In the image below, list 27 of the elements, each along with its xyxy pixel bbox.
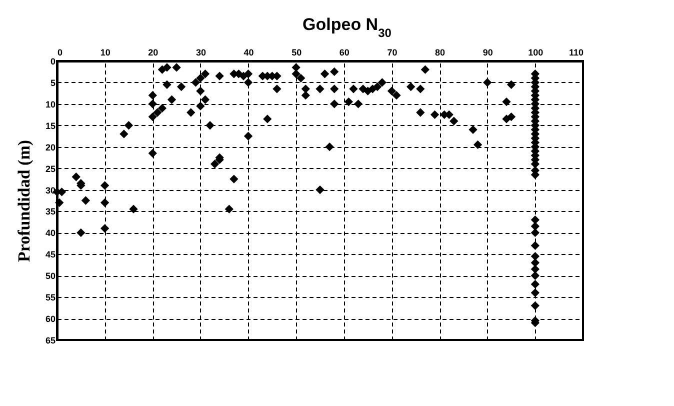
y-tick-label: 20 xyxy=(45,142,56,152)
y-tick-label: 35 xyxy=(45,206,56,217)
x-tick-label: 10 xyxy=(100,48,110,58)
x-tick-label: 50 xyxy=(292,48,302,58)
y-tick-label: 65 xyxy=(45,336,56,346)
chart-title: Golpeo N$_{30}$ xyxy=(302,15,392,40)
y-tick-label: 10 xyxy=(45,99,56,110)
y-tick-label: 15 xyxy=(45,120,56,131)
x-tick-label: 60 xyxy=(339,48,350,58)
x-tick-label: 40 xyxy=(244,48,254,58)
y-tick-label: 55 xyxy=(45,292,56,303)
y-tick-label: 5 xyxy=(50,78,56,88)
x-tick-label: 0 xyxy=(58,48,63,58)
x-tick-label: 100 xyxy=(528,48,544,58)
y-axis-title: Profundidad (m) xyxy=(14,140,34,262)
x-tick-label: 110 xyxy=(568,48,584,58)
x-tick-label: 90 xyxy=(482,48,493,58)
x-tick-label: 30 xyxy=(196,48,206,58)
y-tick-label: 45 xyxy=(45,250,56,260)
x-tick-label: 70 xyxy=(387,48,398,58)
y-tick-label: 50 xyxy=(45,271,56,282)
x-tick-label: 20 xyxy=(148,48,158,58)
y-tick-label: 60 xyxy=(45,314,56,324)
y-tick-label: 0 xyxy=(50,56,56,66)
y-tick-label: 25 xyxy=(45,164,56,174)
y-tick-label: 40 xyxy=(45,228,56,238)
x-tick-label: 80 xyxy=(435,48,446,58)
